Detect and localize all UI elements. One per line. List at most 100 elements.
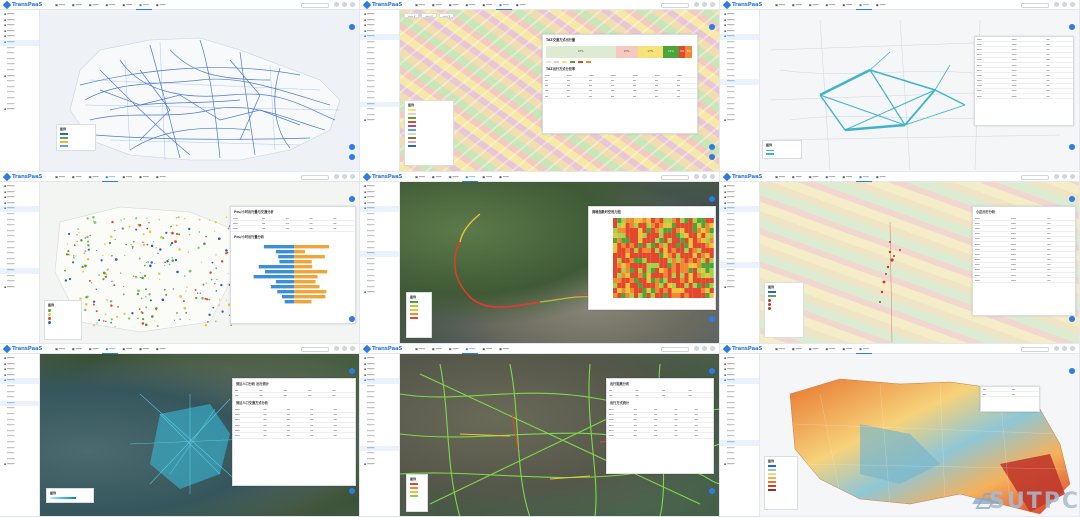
bell-icon[interactable]	[694, 346, 699, 351]
tab-3[interactable]: ▣ ━━━	[808, 2, 819, 7]
sidebar-subitem[interactable]: ━━━━	[727, 245, 735, 250]
sidebar-item[interactable]: ▪ ━━━━	[4, 195, 15, 200]
tab-4[interactable]: ▣ ━━━	[825, 174, 836, 179]
tab-5[interactable]: ▣ ━━━	[482, 2, 492, 7]
sidebar-subitem[interactable]: ━━━━	[367, 423, 375, 428]
zoom-control-icon[interactable]	[1069, 196, 1075, 202]
zoom-control-icon[interactable]	[1069, 24, 1075, 30]
sidebar-subitem-active[interactable]: ━━━━	[720, 262, 759, 268]
sidebar-item[interactable]: ▪ ━━━━	[724, 28, 735, 33]
tab-3[interactable]: ▣ ━━━	[88, 2, 99, 7]
sidebar-subitem[interactable]: ━━━━	[727, 456, 735, 461]
sidebar-subitem[interactable]: ━━━━	[367, 107, 375, 112]
tab-1[interactable]: ▣ ━━━	[415, 2, 425, 7]
sidebar-subitem[interactable]: ━━━━	[7, 223, 15, 228]
sidebar-item[interactable]: ▪ ━━━━	[724, 200, 735, 205]
sidebar-subitem[interactable]: ━━━━	[727, 90, 735, 95]
sidebar-subitem[interactable]: ━━━━	[727, 39, 735, 44]
sidebar-item[interactable]: ▪ ━━━━	[4, 200, 15, 205]
sidebar-item[interactable]: ▪ ━━━━	[364, 361, 375, 366]
gear-icon[interactable]	[1062, 2, 1067, 7]
layer-control-icon[interactable]	[709, 316, 715, 322]
sidebar-subitem[interactable]: ━━━━	[7, 228, 15, 233]
sidebar-subitem[interactable]: ━━━━	[367, 228, 375, 233]
sidebar-subitem[interactable]: ━━━━	[727, 73, 735, 78]
gear-icon[interactable]	[342, 346, 347, 351]
gear-icon[interactable]	[702, 174, 707, 179]
sidebar-subitem[interactable]: ━━━━	[7, 51, 15, 56]
sidebar-subitem[interactable]: ━━━━	[7, 67, 15, 72]
search-input[interactable]	[1021, 174, 1049, 180]
avatar[interactable]	[1070, 174, 1075, 179]
sidebar-subitem[interactable]: ━━━━	[367, 262, 375, 267]
sidebar-item[interactable]: ▪ ━━━━	[724, 372, 735, 377]
tab-7[interactable]: ▣ ━━━	[515, 2, 526, 7]
sidebar-subitem-active[interactable]: ━━━━	[0, 267, 39, 274]
sidebar-subitem[interactable]: ━━━━	[367, 45, 375, 50]
sidebar-item-active[interactable]: ▪ ━━━━	[720, 378, 759, 384]
layer-control-icon[interactable]	[1069, 144, 1075, 150]
bell-icon[interactable]	[694, 174, 699, 179]
layer-control-icon[interactable]	[709, 488, 715, 494]
tab-5[interactable]: ▣ ━━━	[842, 174, 852, 179]
tab-3[interactable]: ▣ ━━━	[448, 174, 459, 179]
search-input[interactable]	[661, 346, 689, 352]
tab-5[interactable]: ▣ ━━━	[482, 346, 492, 351]
tab-2[interactable]: ▣ ━━━	[71, 2, 82, 7]
sidebar-subitem[interactable]: ━━━━	[7, 84, 15, 89]
sidebar-subitem[interactable]: ━━━━	[367, 434, 375, 439]
sidebar-subitem-active[interactable]: ━━━━	[0, 400, 39, 407]
sidebar-subitem[interactable]: ━━━━	[367, 451, 375, 456]
sidebar-item[interactable]: ▪ ━━━━	[4, 367, 15, 372]
sidebar-item[interactable]: ▪ ━━━━	[364, 462, 375, 467]
tab-1[interactable]: ▣ ━━━	[55, 2, 65, 7]
tab-1[interactable]: ▣ ━━━	[55, 346, 65, 351]
sidebar-subitem[interactable]: ━━━━	[367, 439, 375, 444]
sidebar-subitem[interactable]: ━━━━	[367, 39, 375, 44]
sidebar-item[interactable]: ▪ ━━━━	[724, 118, 735, 123]
sidebar-subitem[interactable]: ━━━━	[7, 256, 15, 261]
tab-7[interactable]: ▣ ━━━	[155, 2, 166, 7]
tab-6[interactable]: ▣ ━━━	[138, 346, 149, 351]
tab-3[interactable]: ▣ ━━━	[448, 346, 459, 351]
sidebar-subitem-active[interactable]: ━━━━	[720, 439, 759, 446]
sidebar-subitem[interactable]: ━━━━	[7, 445, 15, 450]
sidebar-item[interactable]: ▪ ━━━━	[724, 462, 735, 467]
tab-5[interactable]: ▣ ━━━	[482, 174, 492, 179]
avatar[interactable]	[710, 174, 715, 179]
sidebar-subitem[interactable]: ━━━━	[727, 451, 735, 456]
sidebar-item-active[interactable]: ▪ ━━━━	[0, 206, 39, 212]
filter-chip[interactable]: ━━━ ▾	[404, 13, 420, 18]
sidebar-subitem[interactable]: ━━━━	[367, 67, 375, 72]
sidebar-subitem-active[interactable]: ━━━━	[720, 79, 759, 85]
sidebar-item[interactable]: ▪ ━━━━	[724, 23, 735, 28]
sidebar-subitem[interactable]: ━━━━	[7, 439, 15, 444]
search-input[interactable]	[301, 174, 329, 180]
sidebar-item[interactable]: ▪ ━━━━	[364, 367, 375, 372]
map-canvas[interactable]	[760, 354, 1079, 516]
sidebar-subitem[interactable]: ━━━━	[727, 395, 735, 400]
sidebar-item-active[interactable]: ▪ ━━━━	[360, 206, 399, 212]
sidebar-subitem[interactable]: ━━━━	[367, 428, 375, 433]
sidebar-item[interactable]: ▪ ━━━━	[364, 28, 375, 33]
bell-icon[interactable]	[1054, 2, 1059, 7]
tab-5[interactable]: ▣ ━━━	[842, 346, 852, 351]
sidebar-item[interactable]: ▪ ━━━━	[724, 361, 735, 366]
zoom-control-icon[interactable]	[349, 368, 355, 374]
sidebar-subitem[interactable]: ━━━━	[367, 456, 375, 461]
sidebar-subitem[interactable]: ━━━━	[7, 239, 15, 244]
sidebar-subitem[interactable]: ━━━━	[367, 400, 375, 405]
layer-control-icon[interactable]	[349, 316, 355, 322]
layer-control-icon[interactable]	[709, 144, 715, 150]
sidebar-subitem[interactable]: ━━━━	[367, 95, 375, 100]
tab-1[interactable]: ▣ ━━━	[775, 2, 785, 7]
layer-control-icon[interactable]	[349, 488, 355, 494]
sidebar-subitem[interactable]: ━━━━	[7, 45, 15, 50]
zoom-control-icon[interactable]	[1069, 368, 1075, 374]
sidebar-subitem[interactable]: ━━━━	[727, 445, 735, 450]
sidebar-subitem[interactable]: ━━━━	[727, 400, 735, 405]
layer-control-icon[interactable]	[1069, 316, 1075, 322]
sidebar-subitem[interactable]: ━━━━	[727, 267, 735, 272]
zoom-control-icon[interactable]	[349, 24, 355, 30]
sidebar-item[interactable]: ▪ ━━━━	[4, 73, 15, 78]
